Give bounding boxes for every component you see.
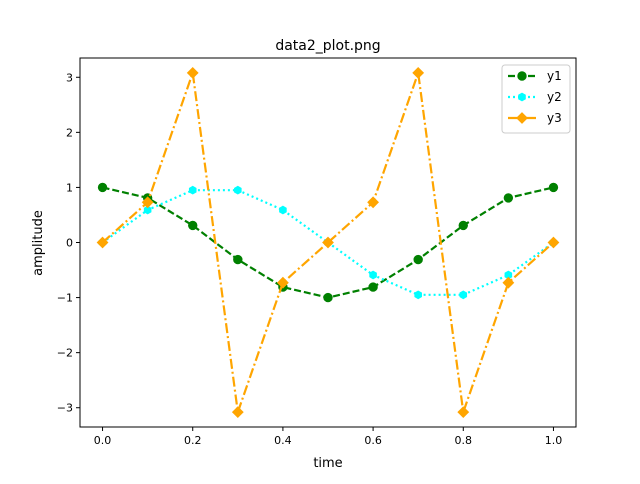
data-point-y2: [279, 205, 287, 215]
series-y3: [96, 66, 560, 419]
data-point-y2: [143, 205, 152, 215]
plot-area: 0.0 0.2 0.4 0.6 0.8 1.0 −3 −2 −1 0 1 2 3: [57, 57, 577, 447]
data-point-y3: [277, 276, 289, 289]
data-point-y3: [96, 236, 109, 249]
legend: y1 y2 y3: [501, 64, 571, 134]
legend-label-y1: y1: [547, 69, 562, 83]
y-axis-label: amplitude: [31, 210, 46, 276]
data-point-y3: [141, 196, 154, 209]
data-point-y3: [457, 406, 470, 419]
data-point-y3: [322, 236, 334, 249]
y-tick-label: −3: [57, 402, 73, 415]
data-point-y3: [547, 236, 560, 249]
data-point-y2: [369, 270, 377, 280]
series-line-y2: [101, 189, 555, 296]
data-point-y1: [458, 220, 468, 231]
y-tick-label: −1: [57, 292, 73, 305]
chart-title: data2_plot.png: [275, 38, 380, 54]
x-tick-label: 0.2: [184, 434, 202, 447]
legend-label-y2: y2: [547, 90, 562, 104]
y-tick-label: −2: [57, 347, 73, 360]
data-point-y2: [234, 185, 242, 195]
y-tick-label: 3: [66, 71, 73, 84]
x-tick-label: 0.8: [455, 434, 473, 447]
data-point-y1: [233, 254, 243, 265]
data-point-y1: [548, 182, 559, 193]
data-point-y3: [186, 66, 199, 79]
data-point-y1: [413, 254, 423, 265]
series-y1: [97, 182, 559, 303]
data-point-y3: [367, 196, 379, 209]
data-point-y3: [412, 66, 425, 79]
series-line-y3: [101, 72, 555, 413]
x-tick-label: 0.4: [274, 434, 292, 447]
data-point-y2: [459, 290, 468, 300]
x-tick-label: 0.0: [94, 434, 112, 447]
legend-label-y3: y3: [547, 111, 562, 125]
data-point-y3: [231, 406, 244, 419]
x-tick-label: 0.6: [364, 434, 382, 447]
legend-marker-y2: [518, 92, 526, 102]
data-point-y2: [414, 290, 422, 300]
y-tick-label: 1: [66, 181, 73, 194]
data-point-y1: [368, 282, 378, 292]
data-point-y2: [188, 185, 197, 195]
data-point-y1: [323, 292, 333, 303]
x-tick-label: 1.0: [545, 434, 563, 447]
legend-marker-y3: [516, 112, 528, 124]
data-point-y1: [97, 182, 108, 193]
x-axis-label: time: [313, 456, 342, 471]
legend-marker-y1: [517, 71, 527, 81]
data-point-y1: [503, 193, 514, 203]
y-tick-label: 2: [66, 126, 73, 139]
data-point-y3: [502, 276, 515, 289]
y-tick-label: 0: [66, 237, 73, 250]
data-point-y1: [188, 220, 198, 231]
